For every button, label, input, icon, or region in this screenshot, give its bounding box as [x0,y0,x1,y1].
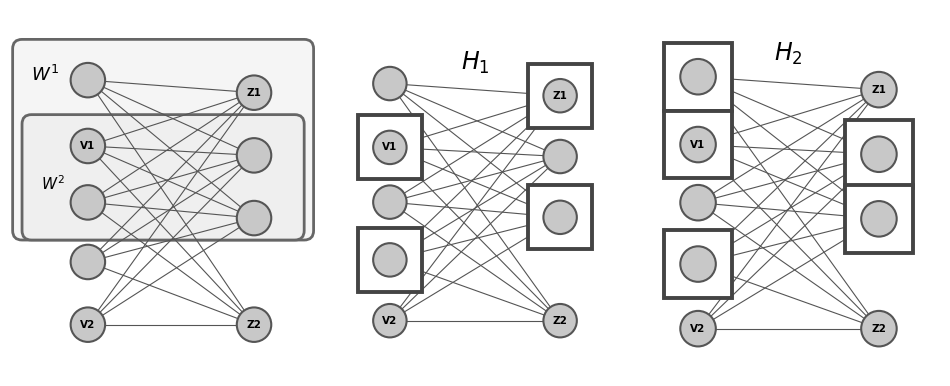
FancyBboxPatch shape [358,115,422,179]
Circle shape [373,304,407,337]
FancyBboxPatch shape [664,43,732,111]
Text: $H_{2}$: $H_{2}$ [774,41,803,68]
Circle shape [373,185,407,219]
Circle shape [70,129,105,163]
Circle shape [373,243,407,277]
Circle shape [237,75,272,110]
Circle shape [237,201,272,235]
Circle shape [237,138,272,173]
Circle shape [237,307,272,342]
Text: V2: V2 [691,323,706,334]
FancyBboxPatch shape [22,115,304,240]
FancyBboxPatch shape [528,64,592,128]
Text: Z1: Z1 [871,85,886,95]
Circle shape [70,307,105,342]
Circle shape [862,311,897,346]
Circle shape [373,67,407,100]
FancyBboxPatch shape [846,120,913,188]
Circle shape [680,185,716,220]
Text: $\mathit{W}^{1}$: $\mathit{W}^{1}$ [31,64,59,85]
Circle shape [862,201,897,237]
Circle shape [680,246,716,282]
FancyBboxPatch shape [664,230,732,298]
Circle shape [680,59,716,95]
FancyBboxPatch shape [528,185,592,249]
Circle shape [862,137,897,172]
Circle shape [373,131,407,164]
Text: V1: V1 [691,140,706,149]
Text: Z2: Z2 [247,320,261,330]
Circle shape [543,140,577,173]
Text: Z2: Z2 [871,323,886,334]
Circle shape [70,185,105,220]
Text: $H_{1}$: $H_{1}$ [461,50,489,76]
FancyBboxPatch shape [358,228,422,292]
Circle shape [70,245,105,279]
Text: Z1: Z1 [247,88,261,98]
Circle shape [680,311,716,346]
Text: Z1: Z1 [553,91,567,101]
Circle shape [543,79,577,112]
Circle shape [70,63,105,97]
Text: $\mathit{W}^{2}$: $\mathit{W}^{2}$ [41,174,65,193]
Text: V2: V2 [382,316,397,326]
FancyBboxPatch shape [846,185,913,253]
Circle shape [543,201,577,234]
Text: V1: V1 [80,141,96,151]
Circle shape [543,304,577,337]
Text: Z2: Z2 [553,316,567,326]
Circle shape [862,72,897,107]
Text: V1: V1 [382,142,397,152]
Text: V2: V2 [80,320,96,330]
FancyBboxPatch shape [12,39,314,240]
FancyBboxPatch shape [664,111,732,178]
Circle shape [680,127,716,163]
